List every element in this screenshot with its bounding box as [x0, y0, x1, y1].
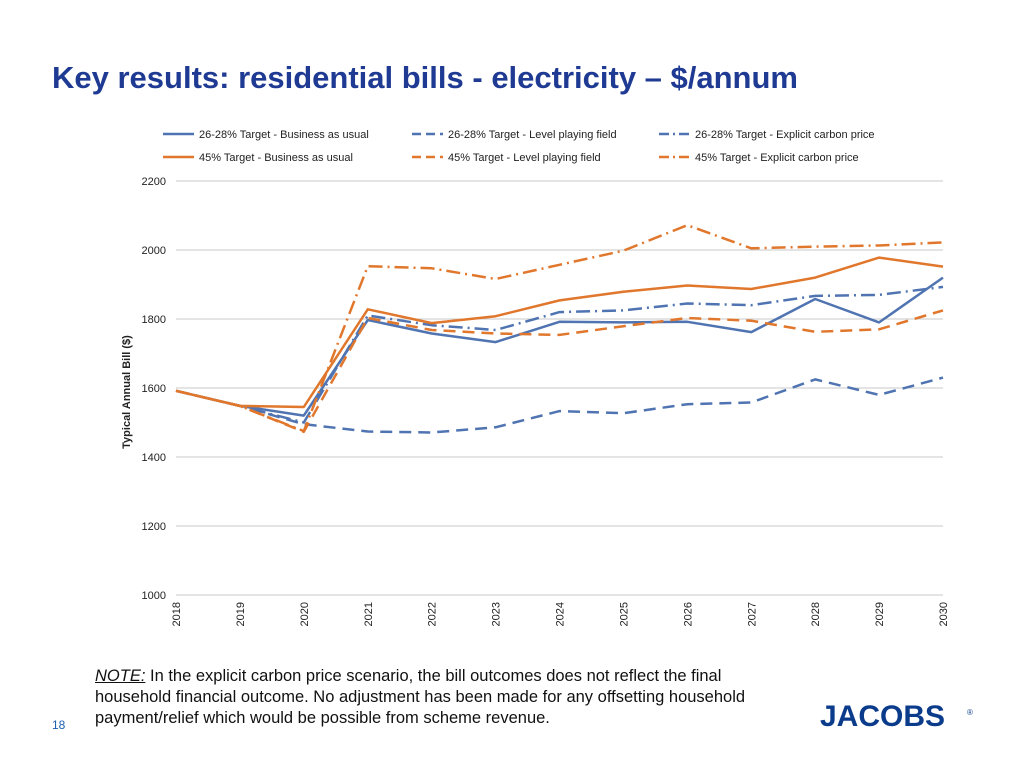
- legend-label-45-target-explicit-carbon-price: 45% Target - Explicit carbon price: [695, 152, 859, 164]
- x-tick-2021: 2021: [363, 602, 375, 626]
- x-tick-2028: 2028: [810, 602, 822, 626]
- legend-label-45-target-business-as-usual: 45% Target - Business as usual: [199, 152, 353, 164]
- gridlines: [176, 180, 943, 596]
- series-lines: [175, 223, 944, 434]
- x-tick-2018: 2018: [171, 602, 183, 626]
- series-line-26-28-target-level-playing-field: [175, 376, 944, 434]
- note-text: In the explicit carbon price scenario, t…: [95, 667, 746, 727]
- legend-label-26-28-target-explicit-carbon-price: 26-28% Target - Explicit carbon price: [695, 129, 875, 141]
- jacobs-logo: JACOBS: [820, 700, 946, 733]
- x-tick-2019: 2019: [235, 602, 247, 626]
- y-tick-2000: 2000: [142, 245, 166, 257]
- registered-mark: ®: [967, 708, 973, 717]
- note-label: NOTE:: [95, 667, 146, 685]
- x-tick-2027: 2027: [746, 602, 758, 626]
- footnote: NOTE: In the explicit carbon price scena…: [95, 666, 795, 729]
- x-tick-2024: 2024: [555, 602, 567, 626]
- legend-label-45-target-level-playing-field: 45% Target - Level playing field: [448, 152, 601, 164]
- y-tick-1200: 1200: [142, 521, 166, 533]
- x-tick-2030: 2030: [938, 602, 950, 626]
- x-tick-2023: 2023: [491, 602, 503, 626]
- x-tick-labels: 2018 2019 2020 2021 2022 2023 2024 2025 2026 2027…: [171, 602, 950, 626]
- y-tick-2200: 2200: [142, 176, 166, 188]
- y-tick-labels: 1000 1200 1400 1600 1800 2000 2200: [142, 176, 166, 602]
- y-tick-1000: 1000: [142, 590, 166, 602]
- y-tick-1600: 1600: [142, 383, 166, 395]
- series-line-26-28-target-business-as-usual: [175, 276, 944, 417]
- series-line-26-28-target-explicit-carbon-price: [175, 285, 944, 424]
- x-tick-2029: 2029: [874, 602, 886, 626]
- y-axis-title: Typical Annual Bill ($): [121, 335, 133, 449]
- y-tick-1400: 1400: [142, 452, 166, 464]
- page-number: 18: [52, 718, 66, 732]
- x-tick-2026: 2026: [682, 602, 694, 626]
- x-tick-2025: 2025: [618, 602, 630, 626]
- x-tick-2022: 2022: [427, 602, 439, 626]
- legend-label-26-28-target-level-playing-field: 26-28% Target - Level playing field: [448, 129, 617, 141]
- series-line-45-target-explicit-carbon-price: [175, 223, 944, 433]
- series-line-45-target-business-as-usual: [175, 256, 944, 409]
- y-tick-1800: 1800: [142, 314, 166, 326]
- x-tick-2020: 2020: [299, 602, 311, 626]
- legend: 26-28% Target - Business as usual 26-28% …: [163, 129, 875, 164]
- slide-title: Key results: residential bills - electri…: [52, 60, 798, 95]
- legend-label-26-28-target-business-as-usual: 26-28% Target - Business as usual: [199, 129, 369, 141]
